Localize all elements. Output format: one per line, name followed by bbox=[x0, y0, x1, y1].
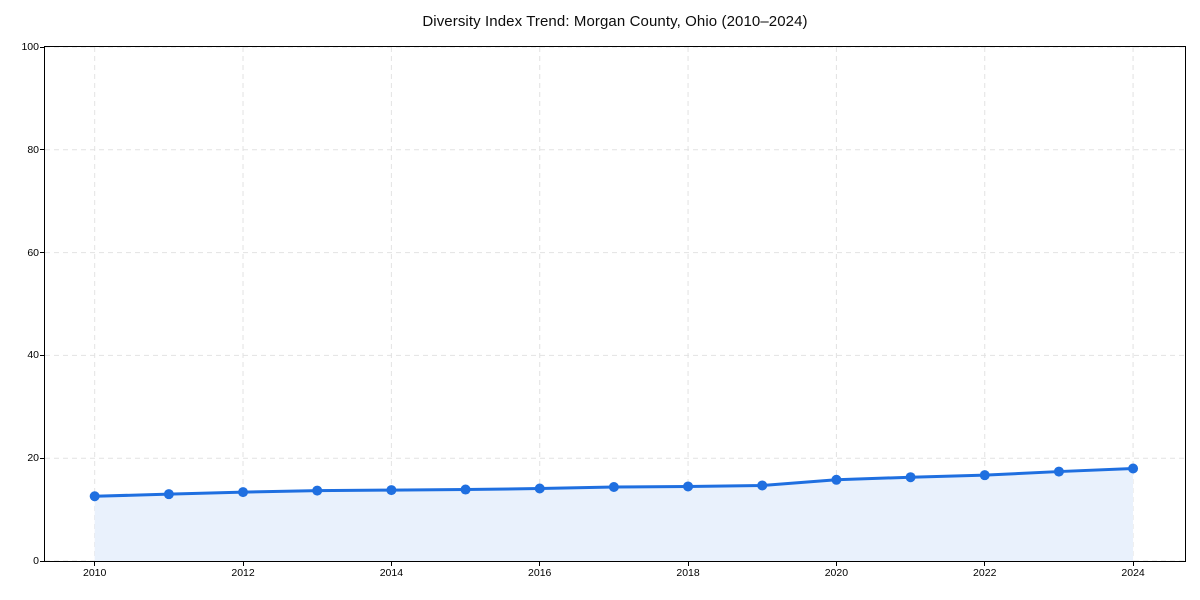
y-tick-label-80: 80 bbox=[27, 143, 39, 156]
data-point-2011 bbox=[163, 489, 174, 500]
x-tick-mark-2018 bbox=[687, 561, 689, 566]
x-tick-label-2022: 2022 bbox=[973, 567, 997, 579]
x-tick-mark-2014 bbox=[390, 561, 392, 566]
x-tick-label-2012: 2012 bbox=[231, 567, 255, 579]
y-tick-label-0: 0 bbox=[33, 555, 39, 567]
data-point-2010 bbox=[89, 491, 100, 502]
x-tick-mark-2010 bbox=[94, 561, 96, 566]
data-point-2023 bbox=[1053, 466, 1064, 477]
chart-title: Diversity Index Trend: Morgan County, Oh… bbox=[422, 13, 808, 30]
x-tick-label-2014: 2014 bbox=[379, 567, 404, 579]
data-point-2022 bbox=[979, 470, 990, 481]
y-tick-label-60: 60 bbox=[27, 246, 39, 259]
data-point-2017 bbox=[608, 481, 619, 492]
x-tick-mark-2020 bbox=[835, 561, 837, 566]
x-tick-mark-2012 bbox=[242, 561, 244, 566]
data-point-2012 bbox=[238, 487, 249, 498]
y-tick-mark-80 bbox=[40, 149, 45, 151]
data-point-2018 bbox=[683, 481, 694, 492]
data-point-2024 bbox=[1128, 463, 1139, 474]
x-tick-label-2020: 2020 bbox=[824, 567, 849, 579]
x-tick-label-2018: 2018 bbox=[676, 567, 700, 579]
y-tick-label-20: 20 bbox=[27, 452, 39, 465]
x-tick-label-2016: 2016 bbox=[528, 567, 552, 579]
data-point-2020 bbox=[831, 474, 842, 485]
line-chart-svg bbox=[45, 47, 1185, 561]
y-tick-mark-0 bbox=[40, 560, 45, 562]
data-point-2013 bbox=[312, 485, 323, 496]
data-point-2014 bbox=[386, 485, 397, 496]
data-point-2015 bbox=[460, 484, 471, 495]
x-tick-label-2010: 2010 bbox=[83, 567, 107, 579]
x-tick-mark-2024 bbox=[1132, 561, 1134, 566]
y-tick-mark-100 bbox=[40, 46, 45, 48]
x-tick-mark-2022 bbox=[984, 561, 986, 566]
plot-area bbox=[44, 46, 1186, 562]
data-point-2021 bbox=[905, 472, 916, 483]
y-tick-label-40: 40 bbox=[27, 349, 39, 362]
y-tick-mark-40 bbox=[40, 354, 45, 356]
data-point-2019 bbox=[757, 480, 768, 491]
y-tick-mark-20 bbox=[40, 457, 45, 459]
data-point-2016 bbox=[534, 483, 545, 494]
x-tick-label-2024: 2024 bbox=[1121, 567, 1145, 579]
y-tick-mark-60 bbox=[40, 252, 45, 254]
x-tick-mark-2016 bbox=[539, 561, 541, 566]
y-tick-label-100: 100 bbox=[21, 41, 39, 53]
